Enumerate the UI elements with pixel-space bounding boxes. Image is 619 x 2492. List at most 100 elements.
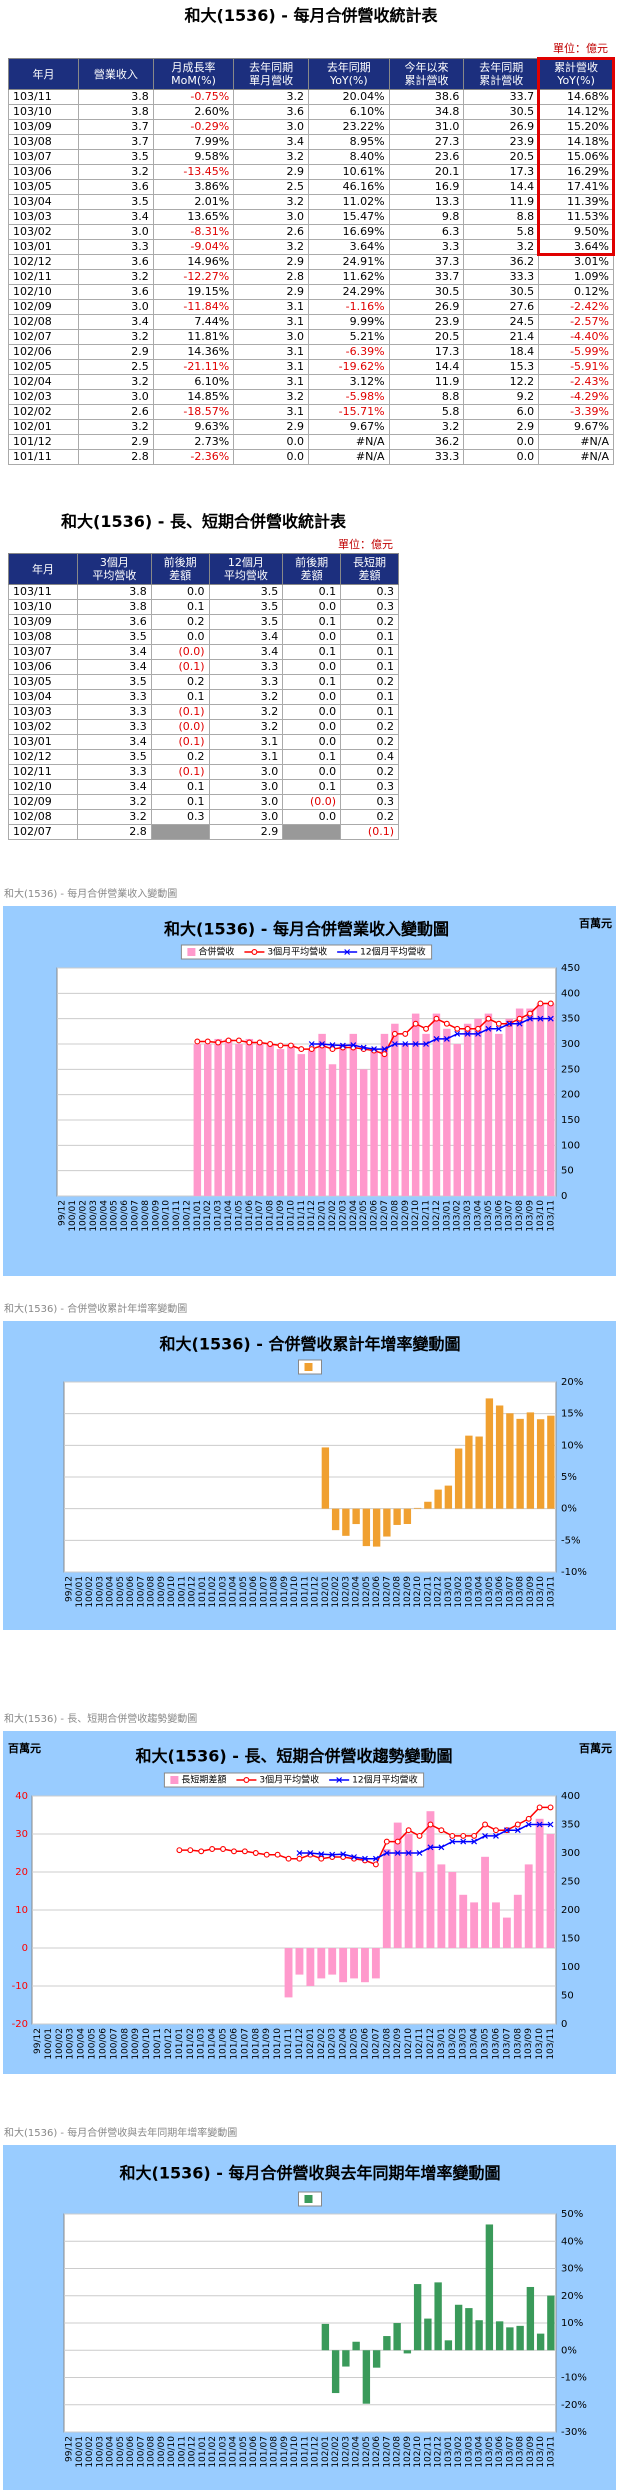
- bar: [371, 1948, 380, 1979]
- x-tick-label: 101/12: [307, 1200, 317, 1232]
- x-tick-label: 100/06: [120, 1200, 130, 1232]
- table-cell: 3.0: [208, 809, 284, 825]
- line-marker: [383, 1850, 390, 1856]
- table-cell: 9.2: [463, 389, 540, 405]
- x-tick-label: 100/05: [88, 2028, 98, 2060]
- bar: [434, 1489, 442, 1509]
- y-tick-label: 40: [15, 1791, 28, 1802]
- x-tick-label: 103/03: [459, 2028, 469, 2060]
- bar: [475, 1436, 483, 1509]
- line-marker: [514, 1827, 521, 1834]
- table-cell: 3.5: [76, 749, 152, 765]
- table-cell: (0.0): [150, 719, 210, 735]
- x-tick-label: 102/07: [380, 1200, 390, 1232]
- x-tick-label: 100/02: [85, 2436, 95, 2468]
- legend-item: 長短期差額: [170, 1774, 226, 1786]
- line-marker: [460, 1838, 467, 1845]
- table-cell: 3.2: [233, 389, 310, 405]
- bar: [306, 1948, 315, 1986]
- legend-label: 長短期差額: [181, 1774, 226, 1786]
- table-cell: 9.63%: [152, 419, 235, 435]
- table-cell: 3.6: [77, 179, 154, 195]
- header-text: 前後期: [295, 556, 329, 569]
- table-cell: 2.01%: [152, 194, 235, 210]
- x-tick-label: 103/08: [515, 1200, 525, 1232]
- row-label: 103/08: [8, 629, 78, 645]
- table-cell: -19.62%: [308, 359, 390, 375]
- line-marker: [243, 1777, 250, 1783]
- table-cell: 30.5: [463, 104, 540, 120]
- table-cell: 2.9: [77, 434, 154, 450]
- x-tick-label: 100/01: [68, 1200, 78, 1232]
- row-label: 102/12: [8, 254, 79, 270]
- table-row: 103/04 3.3 0.1 3.2 0.0 0.1: [8, 689, 399, 705]
- line: [311, 1017, 551, 1050]
- table-row: 103/01 3.4 (0.1) 3.1 0.0 0.2: [8, 734, 399, 750]
- line-marker: [340, 1851, 347, 1858]
- y2-tick-label: 0: [561, 2019, 567, 2030]
- bar: [359, 1069, 368, 1196]
- x-tick-label: 102/02: [317, 2028, 327, 2060]
- legend: [298, 2191, 322, 2207]
- column-header: 前後期 差額: [282, 553, 342, 585]
- line-marker: [423, 1025, 430, 1032]
- table-cell: 3.12%: [308, 374, 390, 390]
- x-tick-label: 100/10: [167, 1576, 177, 1608]
- table-cell: -0.75%: [152, 89, 235, 105]
- line-marker: [449, 1832, 456, 1839]
- line-marker: [493, 1827, 499, 1834]
- table-cell: 34.8: [388, 104, 465, 120]
- line-marker: [516, 1015, 523, 1022]
- table-cell: 7.44%: [152, 314, 235, 330]
- table-cell: 27.6: [463, 299, 540, 315]
- x-tick-label: 100/04: [77, 2028, 87, 2060]
- table-row: 102/09 3.2 0.1 3.0 (0.0) 0.3: [8, 794, 399, 810]
- header-text: YoY(%): [557, 74, 595, 87]
- table-cell: 14.4: [388, 359, 465, 375]
- bar: [317, 1948, 326, 1979]
- bar: [342, 1508, 350, 1536]
- highlight-box: [537, 57, 615, 256]
- line-marker: [506, 1020, 513, 1027]
- bar: [426, 1811, 435, 1948]
- bar: [224, 1038, 233, 1196]
- bar: [372, 1508, 381, 1547]
- x-tick-label: 103/06: [494, 1200, 504, 1232]
- legend-item: [304, 2195, 313, 2203]
- table-row: 102/10 3.6 19.15% 2.9 24.29% 30.5 30.5 0.12%: [8, 284, 614, 300]
- x-tick-label: 103/08: [513, 2028, 523, 2060]
- line-marker: [485, 1015, 492, 1022]
- table-cell: 6.0: [463, 404, 540, 420]
- table-cell: -2.36%: [152, 449, 235, 465]
- chart-title: 和大(1536) - 長、短期合併營收趨勢變動圖: [136, 1747, 453, 1766]
- table-cell: -3.39%: [538, 404, 614, 420]
- table-cell: 3.3: [76, 719, 152, 735]
- x-tick-label: 103/07: [502, 2028, 512, 2060]
- table-cell: 20.04%: [308, 89, 390, 105]
- x-tick-label: 103/01: [444, 2436, 454, 2468]
- x-tick-label: 101/10: [290, 1576, 300, 1608]
- table-cell: 2.9: [463, 419, 540, 435]
- line-marker: [391, 1041, 398, 1047]
- line-marker: [391, 1030, 398, 1037]
- bar: [318, 1033, 326, 1196]
- bar: [422, 1033, 430, 1196]
- table-cell: -11.84%: [152, 299, 235, 315]
- table-cell: 3.1: [233, 314, 310, 330]
- header-text: 前後期: [163, 556, 197, 569]
- x-tick-label: 102/07: [371, 2028, 381, 2060]
- table-cell: 0.0: [282, 809, 342, 825]
- bar: [454, 2304, 463, 2351]
- x-tick-label: 101/06: [229, 2028, 239, 2060]
- line-marker: [412, 1020, 419, 1027]
- line-marker: [537, 1000, 544, 1007]
- header-row: 年月 3個月 平均營收 前後期 差額 12個月 平均營收 前後期 差額 長短期 差額: [8, 553, 399, 585]
- table-title: 和大(1536) - 每月合併營收統計表: [184, 6, 438, 25]
- bar: [547, 2295, 555, 2351]
- x-tick-label: 103/07: [505, 1576, 515, 1608]
- x-tick-label: 103/08: [516, 2436, 526, 2468]
- table-cell: 2.5: [233, 179, 310, 195]
- line-marker: [298, 1046, 305, 1053]
- table-cell: 3.64%: [308, 239, 390, 255]
- x-tick-label: 100/06: [126, 1576, 136, 1608]
